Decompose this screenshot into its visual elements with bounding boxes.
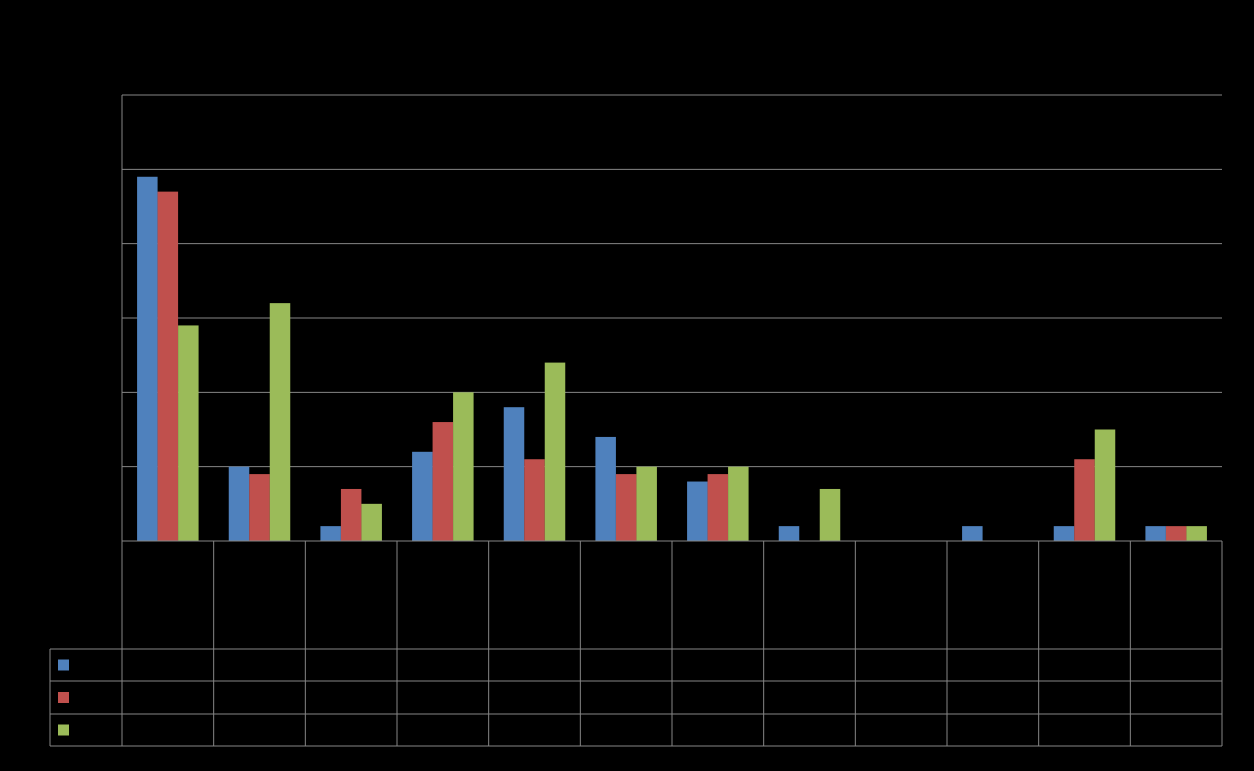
bar-series-3 — [636, 466, 657, 541]
bar-series-3 — [819, 488, 841, 541]
bar-series-2 — [340, 488, 362, 541]
bar-series-1 — [595, 436, 616, 541]
bar-series-1 — [1145, 526, 1166, 541]
legend-key-series-3 — [58, 724, 69, 736]
legend-key-series-1 — [58, 659, 69, 671]
bar-series-1 — [137, 176, 158, 541]
bar-series-2 — [615, 474, 637, 541]
bar-series-1 — [687, 481, 708, 541]
bar-series-2 — [1165, 526, 1187, 541]
gridlines — [122, 94, 1222, 468]
bar-series-3 — [1186, 526, 1207, 541]
bar-series-2 — [524, 459, 545, 541]
bar-series-1 — [412, 451, 433, 541]
bars — [137, 176, 1207, 541]
bar-series-2 — [432, 422, 454, 541]
bar-series-1 — [320, 526, 341, 541]
bar-series-3 — [269, 303, 291, 541]
bar-series-2 — [1074, 459, 1095, 541]
bar-series-3 — [361, 503, 382, 541]
bar-series-2 — [249, 474, 270, 541]
bar-series-3 — [544, 362, 566, 541]
data-table — [49, 541, 1223, 747]
bar-series-1 — [962, 526, 983, 541]
bar-series-2 — [707, 474, 729, 541]
bar-series-1 — [778, 526, 800, 541]
bar-series-1 — [228, 466, 250, 541]
bar-series-3 — [728, 466, 749, 541]
bar-series-1 — [503, 407, 525, 541]
bar-series-3 — [1094, 429, 1116, 541]
bar-series-3 — [178, 325, 199, 541]
legend-key-series-2 — [58, 692, 69, 703]
bar-series-1 — [1053, 526, 1075, 541]
bar-series-2 — [157, 191, 179, 541]
bar-series-3 — [453, 392, 474, 541]
